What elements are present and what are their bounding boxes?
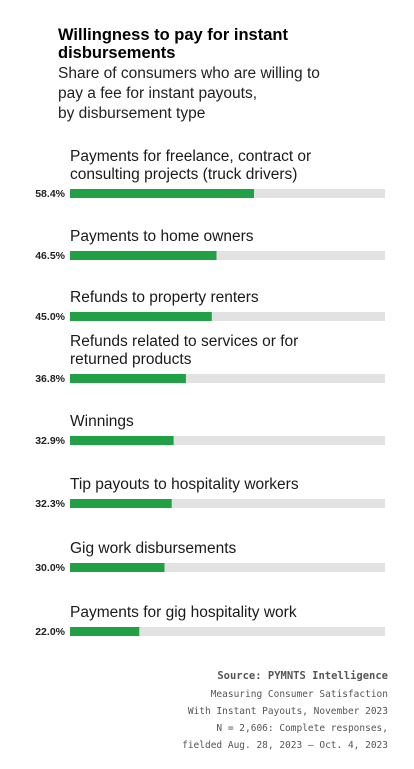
- bar-track: [70, 312, 385, 321]
- bar: [70, 312, 212, 321]
- bar: [70, 436, 174, 445]
- bar: [70, 627, 140, 636]
- bar: [70, 374, 186, 383]
- source-line: With Instant Payouts, November 2023: [188, 706, 388, 717]
- category-label-line: Payments for gig hospitality work: [70, 604, 297, 621]
- category-label-line: consulting projects (truck drivers): [70, 166, 297, 183]
- category-label-line: Payments for freelance, contract or: [70, 148, 311, 165]
- category-label-line: Tip payouts to hospitality workers: [70, 476, 299, 493]
- bar-row: Payments for freelance, contract or consu…: [35, 148, 385, 200]
- category-label: Winnings: [70, 413, 134, 430]
- chart-subtitle-line: by disbursement type: [58, 105, 205, 122]
- chart-title-line: disbursements: [58, 44, 175, 62]
- category-label: Gig work disbursements: [70, 540, 237, 557]
- bar-track: [70, 563, 385, 572]
- category-label-line: returned products: [70, 351, 192, 368]
- bar: [70, 251, 217, 260]
- chart-subtitle-line: Share of consumers who are willing to: [58, 65, 320, 82]
- value-label: 32.9%: [35, 435, 65, 447]
- bar-track: [70, 374, 385, 383]
- bar-track: [70, 499, 385, 508]
- value-label: 58.4%: [35, 188, 65, 200]
- bar-track: [70, 627, 385, 636]
- bar-track: [70, 436, 385, 445]
- chart-title-line: Willingness to pay for instant: [58, 26, 288, 44]
- category-label: Payments to home owners: [70, 228, 254, 245]
- bar-track: [70, 251, 385, 260]
- category-label: Payments for gig hospitality work: [70, 604, 297, 621]
- bar-row: Gig work disbursements 30.0%: [35, 540, 385, 574]
- bar: [70, 189, 254, 198]
- source-line: fielded Aug. 28, 2023 – Oct. 4, 2023: [182, 740, 388, 751]
- chart-subtitle-line: pay a fee for instant payouts,: [58, 85, 257, 102]
- category-label: Tip payouts to hospitality workers: [70, 476, 299, 493]
- source-note: Source: PYMNTS Intelligence Measuring Con…: [182, 670, 388, 751]
- value-label: 45.0%: [35, 311, 65, 323]
- bar-row: Refunds related to services or for return…: [35, 333, 385, 385]
- value-label: 22.0%: [35, 626, 65, 638]
- bar-row: Payments for gig hospitality work 22.0%: [35, 604, 385, 638]
- value-label: 46.5%: [35, 250, 65, 262]
- bars-group: Payments for freelance, contract or consu…: [35, 148, 385, 638]
- category-label: Refunds to property renters: [70, 289, 259, 306]
- category-label-line: Refunds to property renters: [70, 289, 259, 306]
- bar-row: Payments to home owners 46.5%: [35, 228, 385, 262]
- chart-subtitle: Share of consumers who are willing to pay…: [58, 65, 320, 122]
- bar: [70, 563, 165, 572]
- category-label: Refunds related to services or for return…: [70, 333, 298, 368]
- source-line: N = 2,606: Complete responses,: [216, 723, 388, 734]
- category-label-line: Refunds related to services or for: [70, 333, 298, 350]
- source-label: Source: PYMNTS Intelligence: [217, 670, 388, 682]
- bar-row: Refunds to property renters 45.0%: [35, 289, 385, 323]
- category-label-line: Winnings: [70, 413, 134, 430]
- bar-row: Tip payouts to hospitality workers 32.3%: [35, 476, 385, 510]
- chart-title: Willingness to pay for instant disburseme…: [58, 26, 288, 62]
- bar-row: Winnings 32.9%: [35, 413, 385, 447]
- category-label-line: Payments to home owners: [70, 228, 254, 245]
- value-label: 32.3%: [35, 498, 65, 510]
- category-label-line: Gig work disbursements: [70, 540, 237, 557]
- source-line: Measuring Consumer Satisfaction: [211, 689, 388, 700]
- value-label: 36.8%: [35, 373, 65, 385]
- value-label: 30.0%: [35, 562, 65, 574]
- category-label: Payments for freelance, contract or consu…: [70, 148, 311, 183]
- bar: [70, 499, 172, 508]
